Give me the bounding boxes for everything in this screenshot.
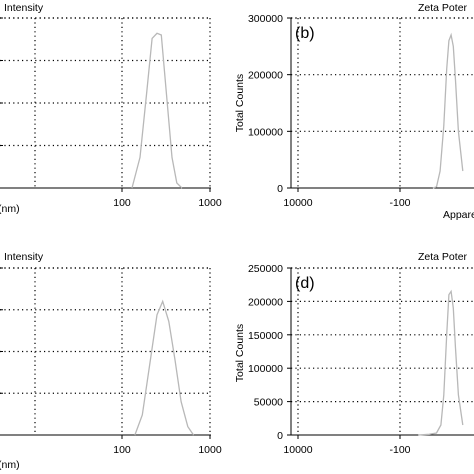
x-axis-label-b: Appare	[443, 209, 474, 221]
y-tick-label-d: 200000	[248, 296, 283, 308]
y-tick-label-b: 200000	[248, 70, 283, 82]
y-tick-label-d: 250000	[248, 263, 283, 275]
y-tick-label-d: 150000	[248, 330, 283, 342]
chart-title-b: Zeta Poter	[418, 2, 468, 14]
series-line-d	[418, 289, 464, 436]
y-tick-label-b: 0	[277, 183, 283, 195]
chart-title-a: Intensity	[4, 2, 44, 14]
x-tick-label-a: 10000	[283, 197, 312, 209]
series-line-c	[134, 299, 195, 436]
x-axis-label-c: (nm)	[0, 459, 20, 471]
series-line-a	[131, 32, 183, 189]
y-tick-label-d: 0	[277, 430, 283, 442]
x-tick-label-b: -100	[389, 197, 410, 209]
x-tick-label-c: 100	[113, 444, 131, 456]
chart-title-c: Intensity	[4, 251, 44, 263]
x-tick-label-c: 10000	[283, 444, 312, 456]
panel-label-d: (d)	[295, 275, 315, 292]
x-tick-label-a: 100	[113, 197, 131, 209]
x-axis-label-a: (nm)	[0, 203, 20, 215]
series-line-b	[432, 32, 464, 189]
y-axis-label-d: Total Counts	[234, 324, 246, 382]
y-tick-label-b: 100000	[248, 126, 283, 138]
chart-title-d: Zeta Poter	[418, 251, 468, 263]
y-axis-label-b: Total Counts	[234, 74, 246, 132]
panel-label-b: (b)	[295, 25, 315, 42]
x-tick-label-c: 1000	[198, 444, 222, 456]
x-tick-label-a: 1000	[198, 197, 222, 209]
y-tick-label-b: 300000	[248, 13, 283, 25]
y-tick-label-d: 50000	[254, 397, 283, 409]
x-tick-label-d: -100	[389, 444, 410, 456]
y-tick-label-d: 100000	[248, 363, 283, 375]
